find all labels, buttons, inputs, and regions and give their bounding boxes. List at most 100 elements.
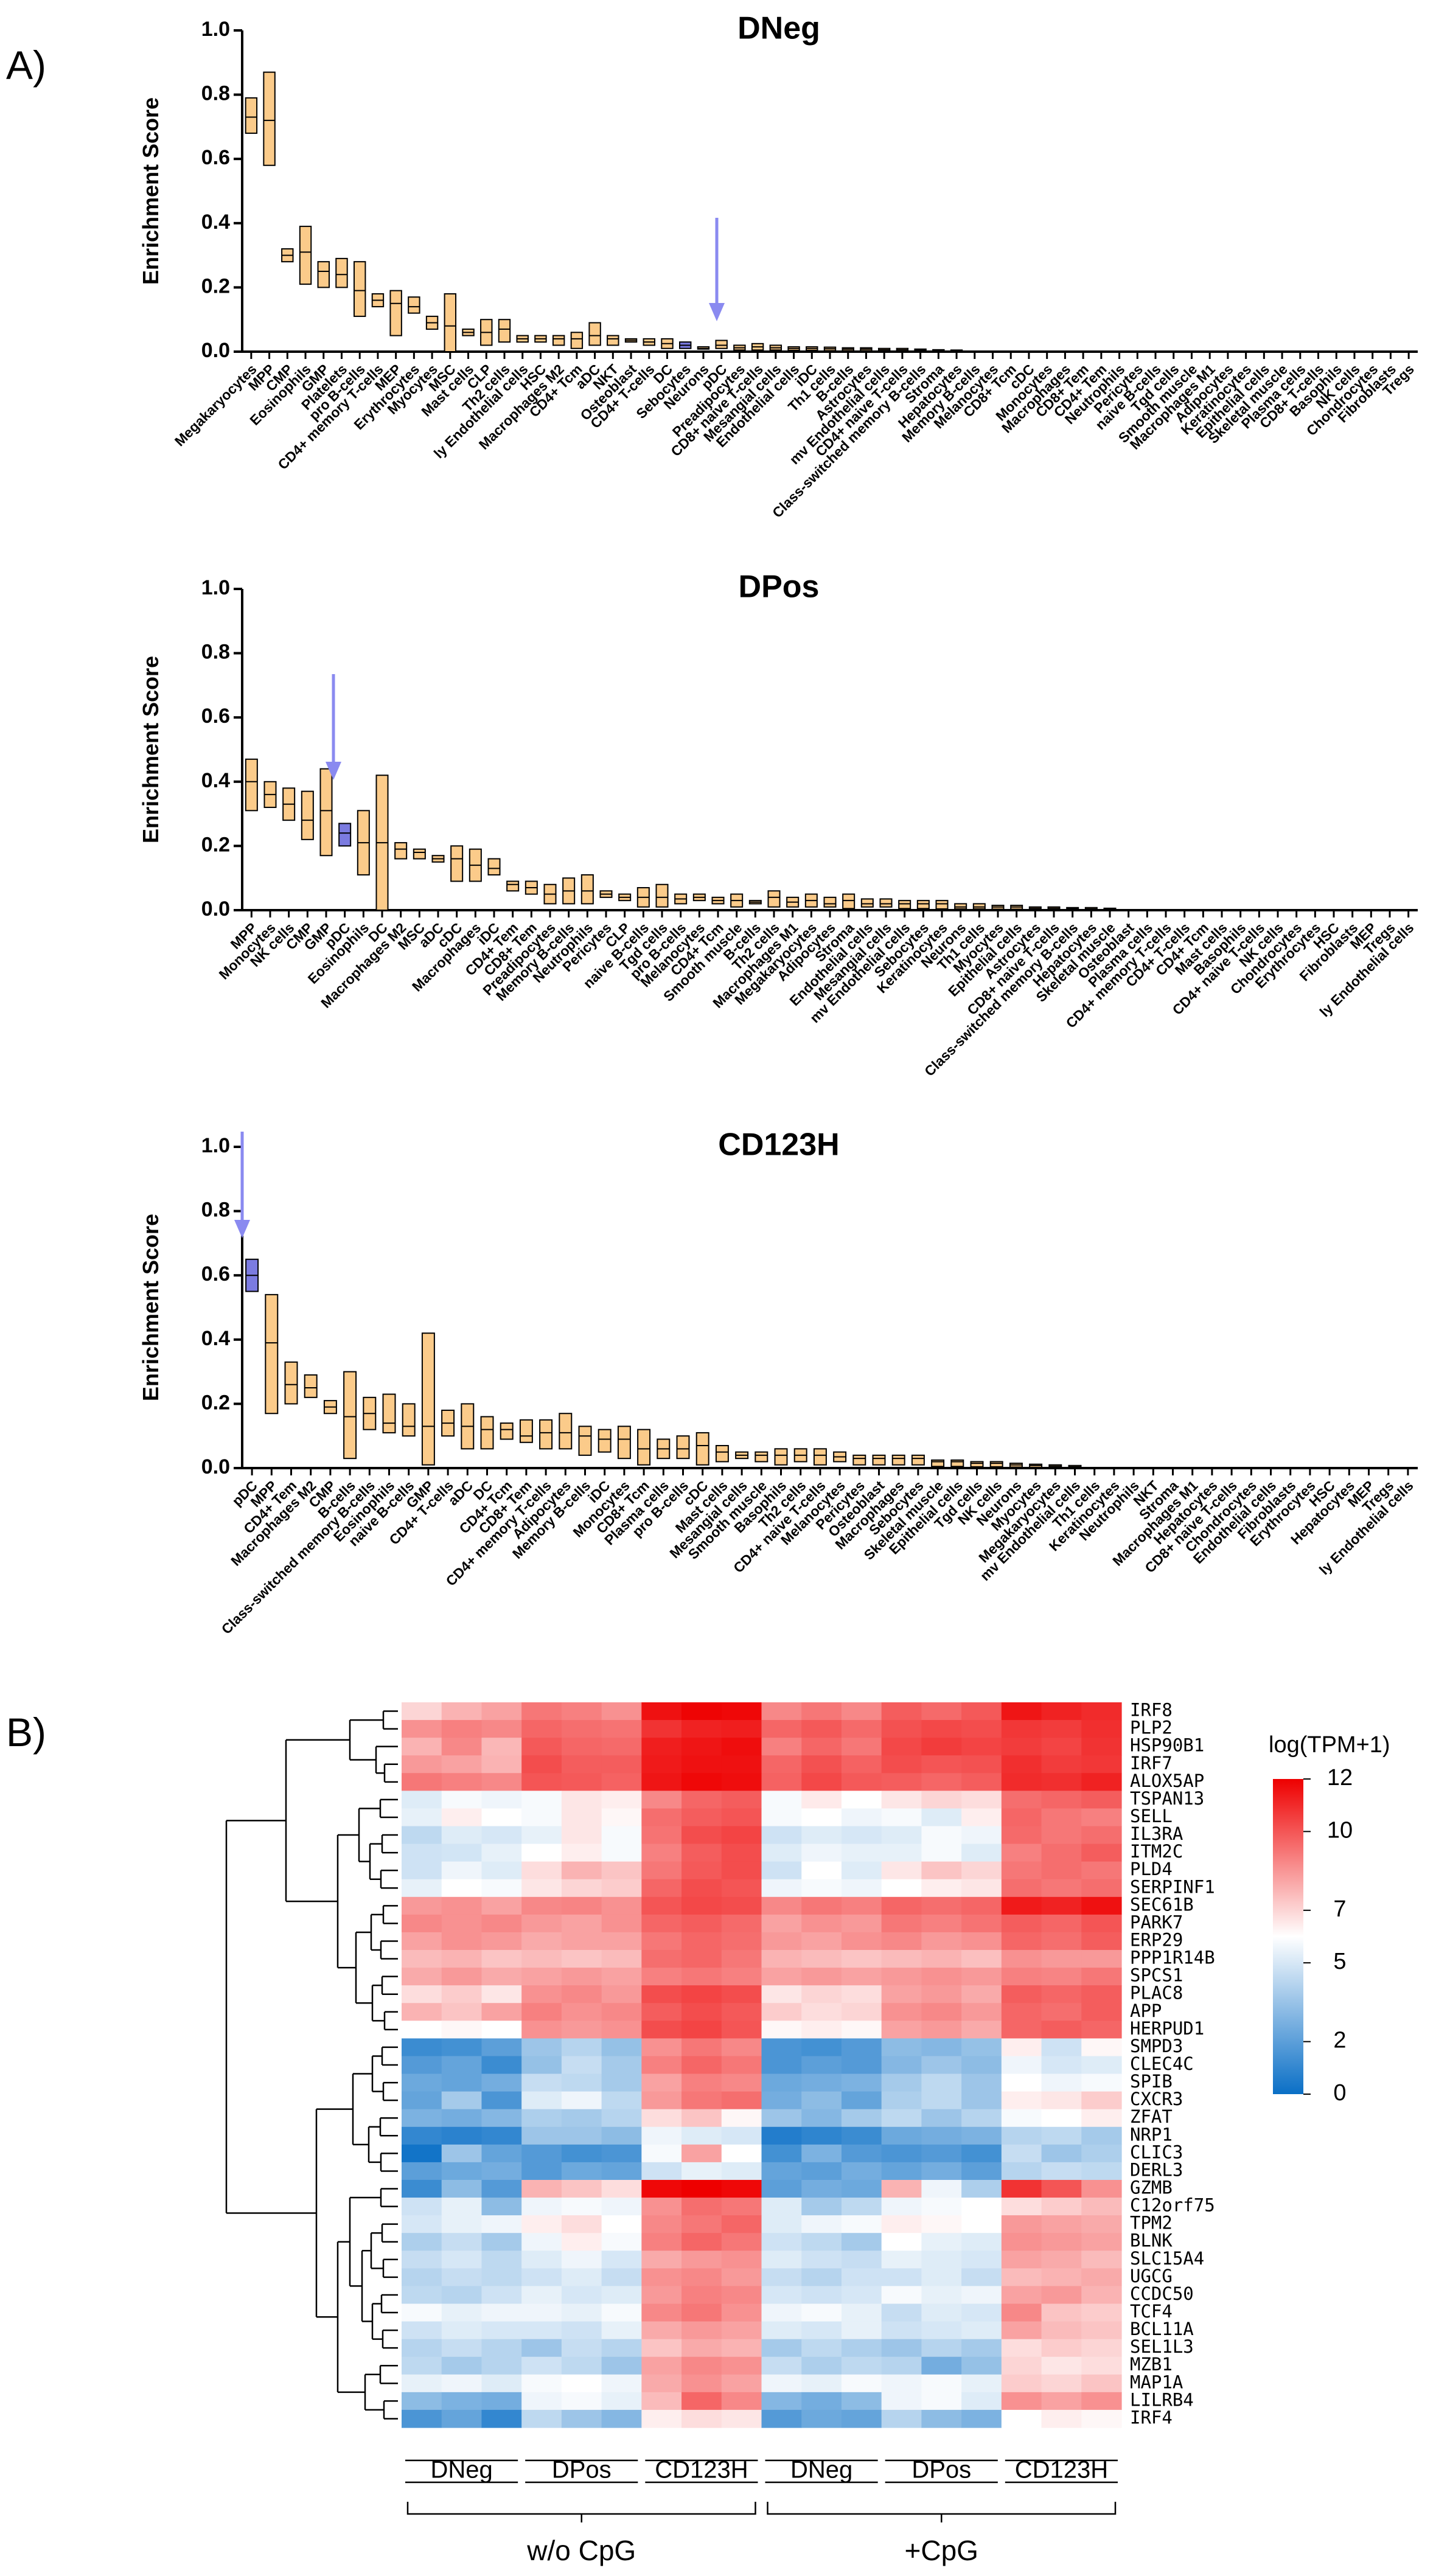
heat-cell	[1041, 1968, 1082, 1986]
heat-cell	[921, 2356, 962, 2375]
heat-cell	[601, 1879, 642, 1898]
heat-cell	[641, 1702, 682, 1721]
heat-cell	[761, 1720, 802, 1738]
heat-cell	[1041, 2215, 1082, 2233]
heat-cell	[801, 1755, 842, 1774]
heat-cell	[1001, 2056, 1042, 2075]
heat-cell	[721, 2409, 762, 2428]
heat-cell	[921, 1702, 962, 1721]
heat-cell	[921, 1968, 962, 1986]
heat-cell	[921, 1826, 962, 1845]
heat-cell	[921, 2073, 962, 2092]
heat-cell	[721, 2303, 762, 2322]
heat-cell	[1081, 2374, 1122, 2393]
box-38	[954, 903, 967, 910]
heat-cell	[881, 2003, 922, 2021]
heat-cell	[561, 2409, 602, 2428]
y-tick-label: 0.6	[201, 705, 230, 728]
gene-label: UGCG	[1130, 2266, 1173, 2286]
heat-cell	[881, 2179, 922, 2198]
heat-cell	[721, 2198, 762, 2216]
heat-cell	[402, 2109, 442, 2128]
heat-cell	[1041, 2286, 1082, 2305]
heat-cell	[841, 1755, 882, 1774]
heat-cell	[641, 1791, 682, 1809]
heat-cell	[402, 2021, 442, 2039]
heat-cell	[561, 2374, 602, 2393]
heat-cell	[881, 1861, 922, 1880]
box-11	[450, 845, 464, 882]
legend-tick-label: 10	[1327, 1817, 1353, 1843]
heat-cell	[641, 1968, 682, 1986]
heat-cell	[1041, 1879, 1082, 1898]
heat-cell	[961, 1791, 1002, 1809]
heat-cell	[481, 2339, 522, 2358]
heat-cell	[1041, 2179, 1082, 2198]
chart-title: DNeg	[737, 11, 820, 46]
heat-cell	[601, 1720, 642, 1738]
heat-cell	[881, 1985, 922, 2003]
heat-cell	[402, 1861, 442, 1880]
heat-cell	[721, 1861, 762, 1880]
heat-cell	[481, 2038, 522, 2057]
condition-label: w/o CpG	[526, 2535, 636, 2566]
heat-cell	[761, 2321, 802, 2340]
heat-cell	[641, 1773, 682, 1791]
heat-cell	[681, 2374, 722, 2393]
heat-cell	[561, 2091, 602, 2110]
heat-cell	[481, 1791, 522, 1809]
heat-cell	[961, 2321, 1002, 2340]
heat-cell	[641, 1738, 682, 1756]
heat-cell	[921, 1720, 962, 1738]
heat-cell	[961, 2286, 1002, 2305]
heat-cell	[641, 2339, 682, 2358]
heat-cell	[921, 1843, 962, 1862]
heat-cell	[761, 1968, 802, 1986]
heat-cell	[481, 2109, 522, 2128]
heat-cell	[921, 1896, 962, 1915]
box-23	[695, 1432, 709, 1466]
heat-cell	[921, 2286, 962, 2305]
column-group-label: DNeg	[430, 2457, 492, 2484]
column-group-label: CD123H	[1015, 2457, 1108, 2484]
heat-cell	[1041, 2233, 1082, 2251]
heat-cell	[801, 2321, 842, 2340]
heat-cell	[841, 1843, 882, 1862]
heat-cell	[441, 1932, 483, 1951]
box-5	[338, 823, 352, 847]
heat-cell	[881, 2339, 922, 2358]
heat-cell	[841, 2268, 882, 2287]
gene-label: BCL11A	[1130, 2319, 1194, 2339]
heat-cell	[521, 1843, 562, 1862]
heat-cell	[961, 2073, 1002, 2092]
heat-cell	[1041, 2109, 1082, 2128]
heat-cell	[641, 2233, 682, 2251]
heat-cell	[481, 2374, 522, 2393]
heat-cell	[761, 1896, 802, 1915]
gene-label: CLIC3	[1130, 2142, 1183, 2162]
heat-cell	[881, 1896, 922, 1915]
heat-cell	[441, 2198, 483, 2216]
heat-cell	[881, 2215, 922, 2233]
heat-cell	[521, 2162, 562, 2181]
heat-cell	[641, 2109, 682, 2128]
heat-cell	[521, 2268, 562, 2287]
heat-cell	[801, 2109, 842, 2128]
heat-cell	[881, 1914, 922, 1933]
heat-cell	[721, 1985, 762, 2003]
heat-cell	[841, 2356, 882, 2375]
box-9	[408, 296, 420, 314]
gene-label: C12orf75	[1130, 2195, 1215, 2216]
heat-cell	[1041, 2268, 1082, 2287]
gene-label: DERL3	[1130, 2159, 1183, 2180]
box-18	[598, 1429, 612, 1453]
heat-cell	[1041, 2321, 1082, 2340]
heat-cell	[761, 2339, 802, 2358]
box-28	[767, 890, 781, 908]
gene-label: APP	[1130, 2000, 1162, 2021]
heat-cell	[1001, 1879, 1042, 1898]
heat-cell	[721, 1914, 762, 1933]
heat-cell	[721, 2339, 762, 2358]
heat-cell	[402, 1755, 442, 1774]
